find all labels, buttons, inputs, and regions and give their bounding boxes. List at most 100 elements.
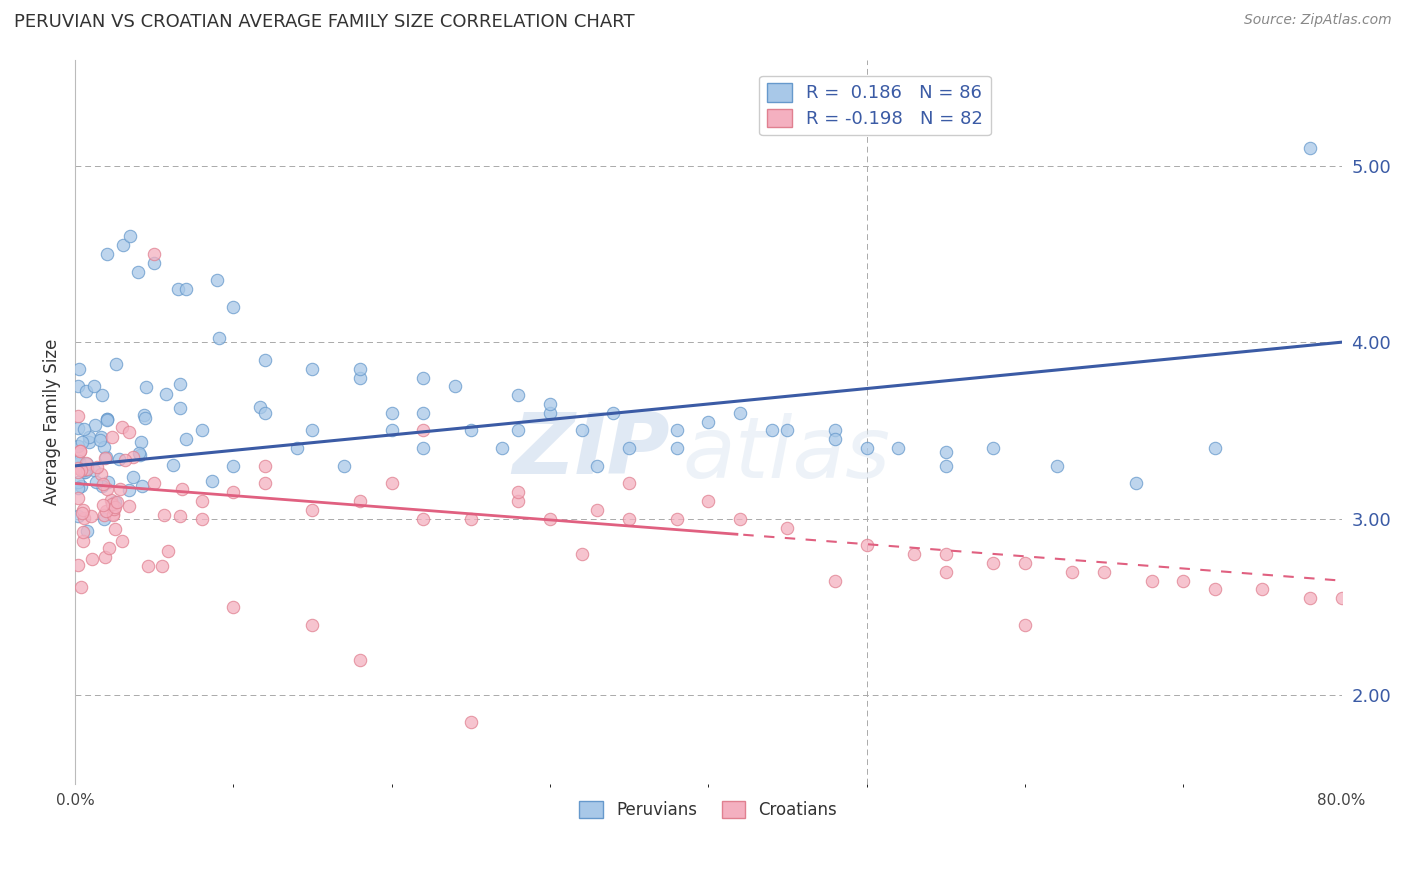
Point <box>172 482 194 496</box>
Point <box>132 408 155 422</box>
Point <box>697 415 720 429</box>
Point <box>80 508 103 523</box>
Point <box>776 424 799 438</box>
Point <box>349 370 371 384</box>
Point <box>104 357 127 371</box>
Point <box>91 479 114 493</box>
Point <box>69 463 91 477</box>
Point <box>135 380 157 394</box>
Point <box>1173 574 1195 588</box>
Point <box>111 238 134 252</box>
Point <box>108 451 131 466</box>
Point <box>96 504 118 518</box>
Point <box>104 495 127 509</box>
Point <box>349 361 371 376</box>
Point <box>73 463 96 477</box>
Text: Source: ZipAtlas.com: Source: ZipAtlas.com <box>1244 13 1392 28</box>
Point <box>1299 141 1322 155</box>
Point <box>96 412 118 426</box>
Point <box>169 508 191 523</box>
Point <box>70 581 93 595</box>
Point <box>617 512 640 526</box>
Point <box>67 475 90 489</box>
Point <box>935 565 957 579</box>
Point <box>697 494 720 508</box>
Point <box>96 247 118 261</box>
Point <box>100 496 122 510</box>
Point <box>824 574 846 588</box>
Point <box>174 432 197 446</box>
Point <box>72 435 94 450</box>
Point <box>94 451 117 466</box>
Point <box>169 376 191 391</box>
Point <box>301 503 323 517</box>
Point <box>96 413 118 427</box>
Point <box>67 509 90 524</box>
Point <box>86 459 108 474</box>
Point <box>728 406 751 420</box>
Point <box>207 273 229 287</box>
Point <box>285 441 308 455</box>
Point <box>301 361 323 376</box>
Point <box>855 441 877 455</box>
Point <box>101 429 124 443</box>
Point <box>73 465 96 479</box>
Point <box>935 547 957 561</box>
Point <box>1045 458 1067 473</box>
Point <box>665 512 688 526</box>
Point <box>90 388 112 402</box>
Point <box>381 424 404 438</box>
Point <box>571 547 593 561</box>
Point <box>253 458 276 473</box>
Point <box>412 512 434 526</box>
Point <box>80 551 103 566</box>
Point <box>134 411 156 425</box>
Point <box>460 714 482 729</box>
Point <box>114 453 136 467</box>
Point <box>887 441 910 455</box>
Point <box>153 508 176 523</box>
Point <box>72 534 94 549</box>
Text: ZIP: ZIP <box>513 409 671 492</box>
Point <box>120 229 142 244</box>
Point <box>333 458 356 473</box>
Point <box>301 617 323 632</box>
Point <box>73 422 96 436</box>
Point <box>103 502 125 516</box>
Point <box>349 494 371 508</box>
Point <box>190 424 212 438</box>
Point <box>77 434 100 449</box>
Point <box>460 424 482 438</box>
Point <box>128 446 150 460</box>
Point <box>67 457 90 471</box>
Point <box>111 419 134 434</box>
Point <box>118 483 141 497</box>
Point <box>190 512 212 526</box>
Point <box>84 417 107 432</box>
Point <box>76 462 98 476</box>
Point <box>152 559 174 574</box>
Point <box>69 443 91 458</box>
Point <box>824 433 846 447</box>
Point <box>1140 574 1163 588</box>
Point <box>249 400 271 414</box>
Point <box>824 424 846 438</box>
Point <box>508 388 530 402</box>
Point <box>1330 591 1353 606</box>
Point <box>89 433 111 447</box>
Point <box>72 524 94 539</box>
Point <box>981 556 1004 570</box>
Point <box>1251 582 1274 597</box>
Point <box>129 448 152 462</box>
Point <box>157 544 180 558</box>
Point <box>903 547 925 561</box>
Point <box>131 479 153 493</box>
Point <box>508 424 530 438</box>
Point <box>67 453 90 467</box>
Point <box>1299 591 1322 606</box>
Point <box>208 331 231 345</box>
Point <box>103 522 125 536</box>
Point <box>981 441 1004 455</box>
Point <box>1092 565 1115 579</box>
Point <box>90 430 112 444</box>
